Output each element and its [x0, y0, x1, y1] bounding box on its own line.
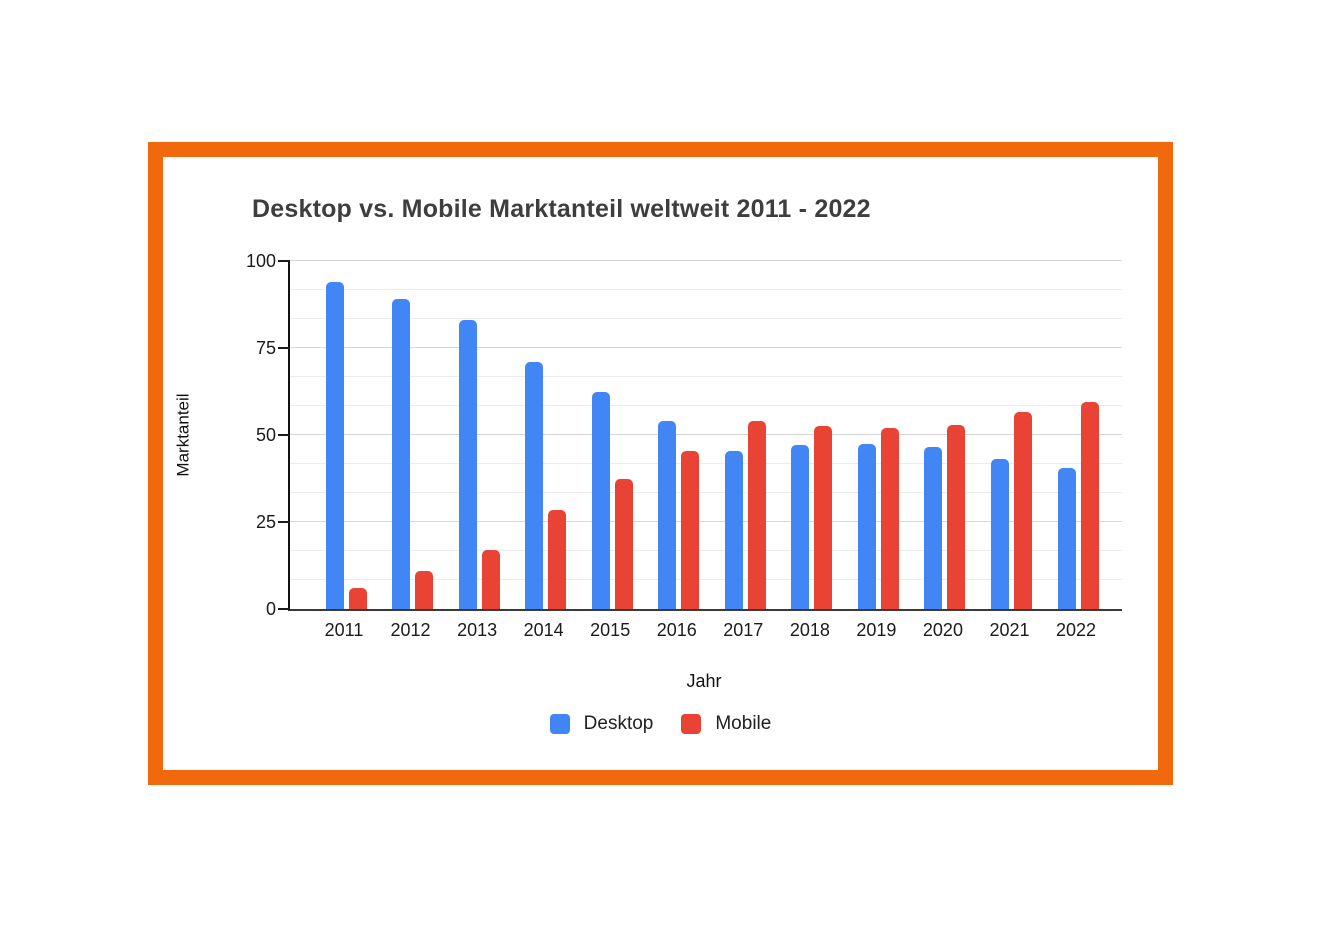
- y-tick-mark-25: [278, 521, 290, 523]
- bar-desktop-2013: [458, 320, 477, 609]
- bar-desktop-2017: [724, 450, 743, 609]
- major-gridline-100: [290, 260, 1122, 261]
- bar-chart: Desktop vs. Mobile Marktanteil weltweit …: [163, 157, 1158, 770]
- bar-desktop-2015: [591, 391, 610, 609]
- x-tick-label-2022: 2022: [1056, 620, 1097, 640]
- major-gridline-75: [290, 347, 1122, 348]
- bar-mobile-2016: [681, 450, 700, 609]
- legend-item-desktop: Desktop: [549, 713, 654, 735]
- legend-label-mobile: Mobile: [715, 713, 772, 734]
- y-tick-label-25: 25: [255, 512, 276, 532]
- bar-mobile-2022: [1080, 401, 1099, 609]
- minor-gridline-83.3: [290, 318, 1122, 319]
- bar-desktop-2020: [924, 447, 943, 609]
- major-gridline-50: [290, 434, 1122, 435]
- bar-mobile-2013: [481, 549, 500, 609]
- bar-mobile-2017: [747, 421, 766, 609]
- minor-gridline-33.3: [290, 492, 1122, 493]
- minor-gridline-58.3: [290, 405, 1122, 406]
- legend-swatch-mobile: [681, 714, 702, 734]
- bar-mobile-2012: [415, 570, 434, 609]
- x-tick-label-2012: 2012: [390, 620, 431, 640]
- legend-label-desktop: Desktop: [583, 713, 654, 734]
- minor-gridline-16.7: [290, 550, 1122, 551]
- x-tick-label-2020: 2020: [922, 620, 963, 640]
- y-tick-mark-50: [278, 434, 290, 436]
- minor-gridline-8.3: [290, 579, 1122, 580]
- bar-desktop-2016: [658, 421, 677, 609]
- y-tick-label-75: 75: [255, 338, 276, 358]
- x-tick-label-2019: 2019: [856, 620, 897, 640]
- bar-desktop-2021: [991, 459, 1009, 609]
- bar-desktop-2022: [1057, 468, 1076, 609]
- legend-item-mobile: Mobile: [681, 713, 771, 735]
- bar-mobile-2021: [1014, 412, 1032, 609]
- bar-desktop-2018: [791, 445, 810, 609]
- x-tick-label-2014: 2014: [523, 620, 564, 640]
- legend: Desktop Mobile: [163, 713, 1158, 735]
- bar-desktop-2019: [857, 443, 876, 609]
- bar-desktop-2014: [525, 361, 544, 609]
- minor-gridline-41.7: [290, 463, 1122, 464]
- x-tick-label-2018: 2018: [789, 620, 830, 640]
- x-tick-label-2016: 2016: [656, 620, 697, 640]
- bar-mobile-2019: [880, 428, 899, 609]
- bar-mobile-2015: [614, 478, 633, 609]
- minor-gridline-66.7: [290, 376, 1122, 377]
- bar-mobile-2011: [348, 588, 367, 609]
- legend-swatch-desktop: [549, 714, 570, 734]
- y-tick-mark-100: [278, 260, 290, 262]
- x-tick-label-2017: 2017: [723, 620, 764, 640]
- x-tick-label-2021: 2021: [989, 620, 1030, 640]
- y-axis-title: Marktanteil: [169, 261, 199, 609]
- y-tick-label-100: 100: [245, 251, 276, 271]
- bar-mobile-2020: [947, 424, 966, 609]
- x-tick-label-2013: 2013: [457, 620, 498, 640]
- y-axis-title-text: Marktanteil: [174, 393, 194, 477]
- x-tick-label-2015: 2015: [590, 620, 631, 640]
- minor-gridline-91.7: [290, 289, 1122, 290]
- bar-mobile-2018: [814, 426, 833, 609]
- x-axis-title: Jahr: [686, 671, 722, 691]
- bar-mobile-2014: [548, 509, 567, 609]
- y-tick-mark-0: [278, 608, 290, 610]
- bar-desktop-2011: [325, 281, 344, 609]
- y-tick-label-0: 0: [265, 599, 276, 619]
- major-gridline-25: [290, 521, 1122, 522]
- y-tick-mark-75: [278, 347, 290, 349]
- chart-title: Desktop vs. Mobile Marktanteil weltweit …: [252, 195, 871, 223]
- bar-desktop-2012: [392, 299, 411, 609]
- orange-frame: Desktop vs. Mobile Marktanteil weltweit …: [148, 142, 1173, 785]
- x-tick-label-2011: 2011: [324, 620, 364, 640]
- plot-area: [278, 260, 1122, 611]
- y-tick-label-50: 50: [255, 425, 276, 445]
